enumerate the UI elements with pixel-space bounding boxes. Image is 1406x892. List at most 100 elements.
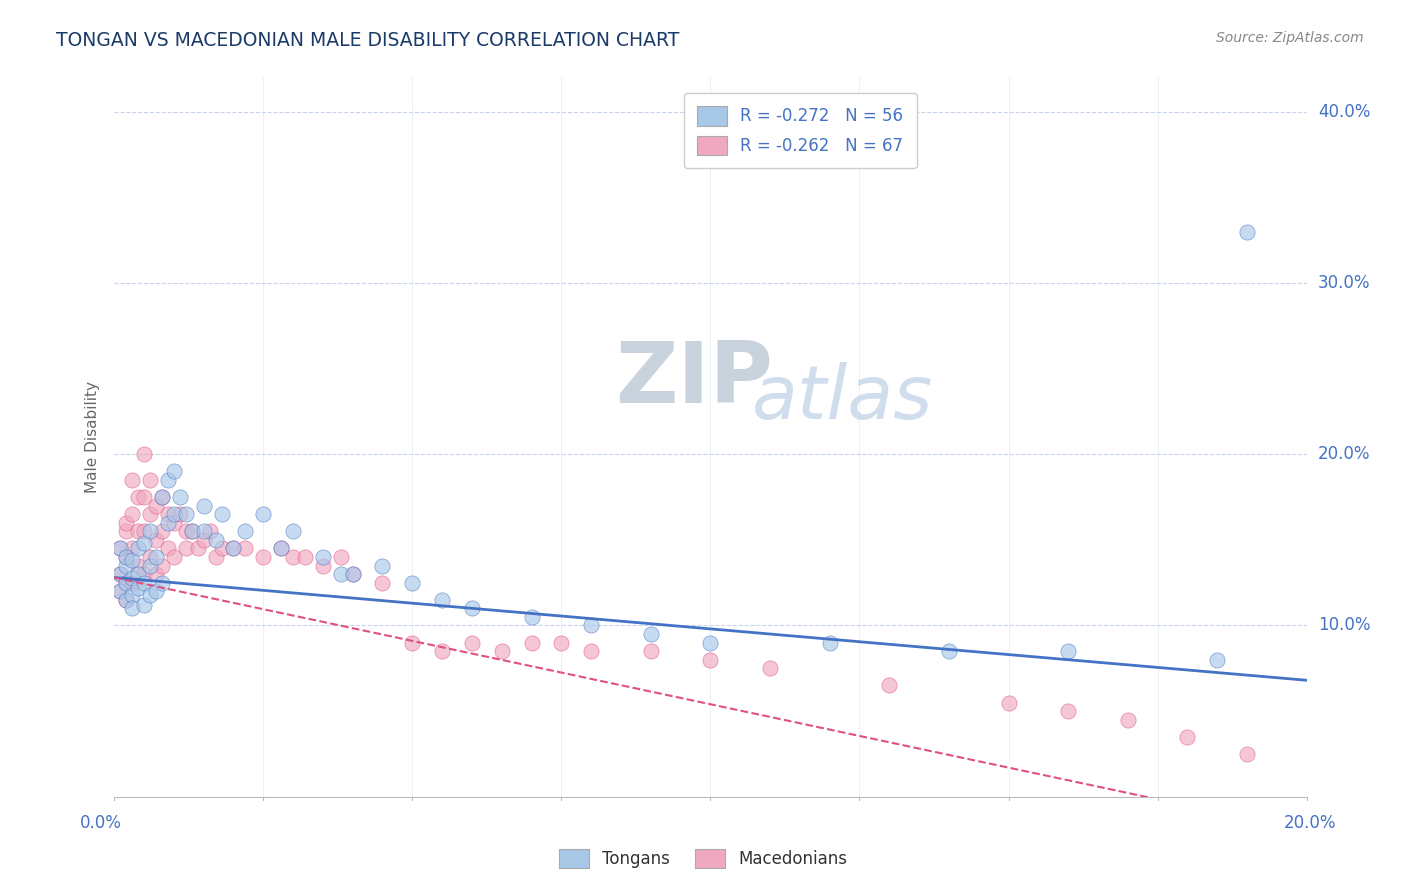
Point xyxy=(312,549,335,564)
Point xyxy=(938,644,960,658)
Point xyxy=(156,507,179,521)
Point xyxy=(169,507,191,521)
Point xyxy=(877,678,900,692)
Text: Source: ZipAtlas.com: Source: ZipAtlas.com xyxy=(1216,31,1364,45)
Text: 0.0%: 0.0% xyxy=(80,814,122,831)
Point xyxy=(127,581,149,595)
Point xyxy=(169,490,191,504)
Point xyxy=(139,558,162,573)
Point xyxy=(1116,713,1139,727)
Point xyxy=(193,524,215,539)
Point xyxy=(294,549,316,564)
Point xyxy=(115,575,138,590)
Point xyxy=(115,524,138,539)
Point xyxy=(139,473,162,487)
Point xyxy=(252,507,274,521)
Point xyxy=(997,696,1019,710)
Point xyxy=(579,644,602,658)
Point xyxy=(252,549,274,564)
Point xyxy=(520,635,543,649)
Point xyxy=(145,499,167,513)
Point xyxy=(150,490,173,504)
Point xyxy=(1057,644,1080,658)
Text: 20.0%: 20.0% xyxy=(1284,814,1337,831)
Point xyxy=(132,575,155,590)
Point xyxy=(156,473,179,487)
Point xyxy=(115,592,138,607)
Point xyxy=(163,549,186,564)
Point xyxy=(115,558,138,573)
Y-axis label: Male Disability: Male Disability xyxy=(86,381,100,493)
Point xyxy=(121,588,143,602)
Point xyxy=(342,567,364,582)
Point xyxy=(115,549,138,564)
Point xyxy=(156,541,179,556)
Point xyxy=(150,575,173,590)
Point xyxy=(139,524,162,539)
Point xyxy=(401,635,423,649)
Point xyxy=(204,549,226,564)
Point xyxy=(1177,730,1199,744)
Point xyxy=(270,541,292,556)
Point xyxy=(127,567,149,582)
Point xyxy=(401,575,423,590)
Point xyxy=(139,549,162,564)
Point xyxy=(115,516,138,530)
Point xyxy=(121,570,143,584)
Point xyxy=(108,541,131,556)
Text: atlas: atlas xyxy=(752,361,934,434)
Point xyxy=(640,627,662,641)
Point xyxy=(121,541,143,556)
Point xyxy=(132,524,155,539)
Point xyxy=(150,490,173,504)
Point xyxy=(235,524,257,539)
Point xyxy=(187,541,209,556)
Text: 30.0%: 30.0% xyxy=(1317,274,1371,292)
Point xyxy=(150,524,173,539)
Point xyxy=(163,507,186,521)
Point xyxy=(163,464,186,478)
Point xyxy=(139,507,162,521)
Point xyxy=(1206,653,1229,667)
Point xyxy=(371,575,394,590)
Point xyxy=(108,567,131,582)
Point xyxy=(121,473,143,487)
Point xyxy=(193,533,215,547)
Point xyxy=(640,644,662,658)
Point xyxy=(132,490,155,504)
Point xyxy=(329,567,352,582)
Point xyxy=(579,618,602,632)
Point xyxy=(211,541,233,556)
Point xyxy=(145,533,167,547)
Point xyxy=(108,584,131,599)
Point xyxy=(491,644,513,658)
Point xyxy=(145,567,167,582)
Point xyxy=(115,549,138,564)
Point xyxy=(699,635,721,649)
Point xyxy=(281,524,304,539)
Text: 10.0%: 10.0% xyxy=(1317,616,1371,634)
Point xyxy=(174,524,197,539)
Point xyxy=(121,507,143,521)
Point xyxy=(312,558,335,573)
Point xyxy=(211,507,233,521)
Point xyxy=(461,601,484,615)
Point xyxy=(430,644,453,658)
Point xyxy=(1057,704,1080,718)
Point xyxy=(235,541,257,556)
Point xyxy=(127,490,149,504)
Point xyxy=(281,549,304,564)
Point xyxy=(270,541,292,556)
Point xyxy=(180,524,202,539)
Legend: R = -0.272   N = 56, R = -0.262   N = 67: R = -0.272 N = 56, R = -0.262 N = 67 xyxy=(683,93,917,168)
Point xyxy=(163,516,186,530)
Point xyxy=(180,524,202,539)
Point xyxy=(371,558,394,573)
Point xyxy=(699,653,721,667)
Point xyxy=(174,541,197,556)
Point xyxy=(1236,747,1258,761)
Point xyxy=(132,567,155,582)
Point xyxy=(139,588,162,602)
Point xyxy=(818,635,841,649)
Point xyxy=(132,598,155,612)
